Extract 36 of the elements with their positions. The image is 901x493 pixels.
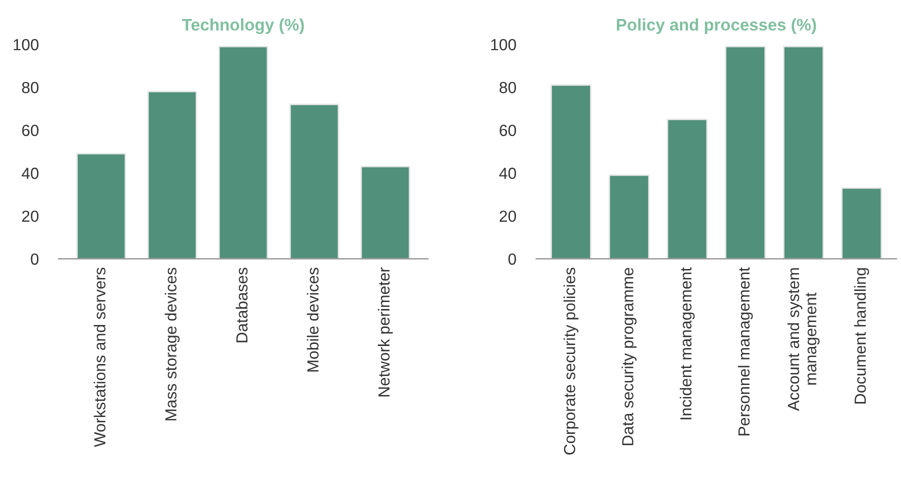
x-tick-label: Account and system management xyxy=(787,268,820,411)
x-tick-label: Document handling xyxy=(854,268,870,404)
x-tick-label: Incident management xyxy=(680,267,695,420)
y-tick-label: 100 xyxy=(14,39,38,50)
bar xyxy=(218,46,268,259)
bar xyxy=(724,46,766,259)
bar xyxy=(360,166,410,259)
bar xyxy=(783,46,824,259)
bar xyxy=(666,118,708,259)
x-tick-label: Network perimeter xyxy=(378,267,393,396)
y-tick-label: 20 xyxy=(500,210,516,222)
x-tick-label: Corporate security policies xyxy=(564,268,578,455)
y-tick-label: 60 xyxy=(22,124,38,136)
x-tick-label: Mobile devices xyxy=(306,268,319,372)
bar xyxy=(76,153,126,259)
y-tick-label: 80 xyxy=(22,82,38,94)
y-tick-label: 40 xyxy=(499,168,516,179)
bar xyxy=(608,174,650,259)
x-tick-label: Workstations and servers xyxy=(94,268,106,447)
chart-title: Policy and processes (%) xyxy=(616,18,816,34)
bar xyxy=(841,187,882,259)
bar xyxy=(147,90,198,259)
x-tick-label: Databases xyxy=(236,268,248,342)
y-tick-label: 0 xyxy=(508,253,516,265)
bar xyxy=(550,84,592,259)
y-tick-label: 100 xyxy=(491,39,516,50)
y-tick-label: 0 xyxy=(30,253,38,265)
y-tick-label: 40 xyxy=(22,168,38,179)
y-tick-label: 60 xyxy=(500,124,516,136)
x-tick-label: Personnel management xyxy=(738,267,753,436)
x-tick-label: Data security programme xyxy=(622,268,637,446)
y-tick-label: 80 xyxy=(500,82,516,94)
chart-title: Technology (%) xyxy=(182,18,304,34)
x-tick-label: Mass storage devices xyxy=(164,268,180,420)
bar xyxy=(289,104,340,259)
y-tick-label: 20 xyxy=(22,210,38,222)
